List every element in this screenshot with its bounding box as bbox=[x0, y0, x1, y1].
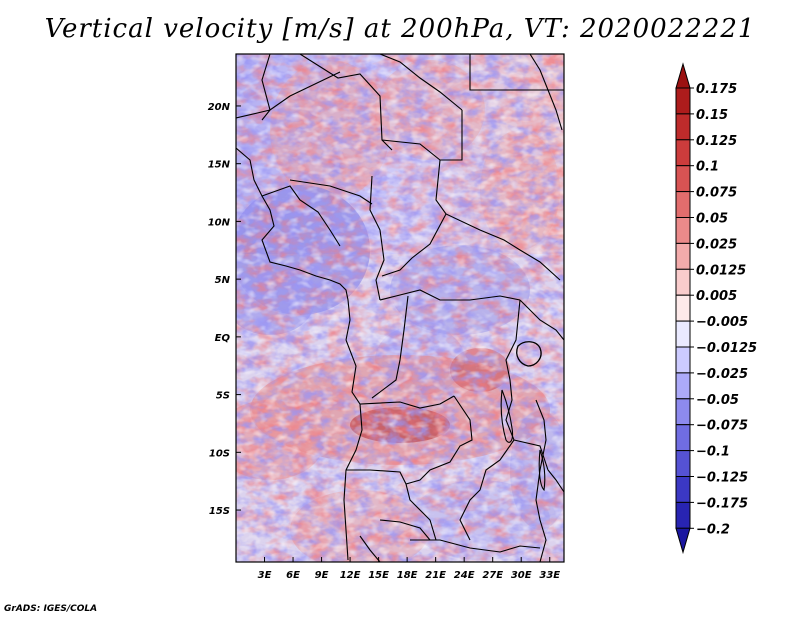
colorbar-swatch bbox=[675, 113, 691, 141]
x-tick-label: 9E bbox=[315, 570, 329, 581]
colorbar-swatch bbox=[675, 398, 691, 426]
colorbar-label: −0.075 bbox=[696, 419, 748, 434]
colorbar-swatch bbox=[675, 139, 691, 167]
colorbar-swatch bbox=[675, 191, 691, 219]
y-tick-label: 15S bbox=[209, 506, 230, 517]
colorbar-label: 0.125 bbox=[696, 134, 737, 149]
x-tick-label: 6E bbox=[286, 570, 300, 581]
colorbar: 0.175 0.15 0.125 0.1 0.075 0.05 0.025 0.0125 0.0… bbox=[675, 62, 757, 555]
vertical-velocity-field bbox=[236, 54, 564, 562]
x-tick-label: 30E bbox=[511, 570, 532, 581]
colorbar-swatch bbox=[675, 294, 691, 322]
y-tick-label: 15N bbox=[208, 160, 231, 171]
y-tick-label: 10N bbox=[208, 217, 231, 228]
colorbar-label: 0.175 bbox=[696, 82, 737, 97]
x-tick-label: 27E bbox=[482, 570, 503, 581]
colorbar-label: 0.075 bbox=[696, 186, 737, 201]
colorbar-swatch bbox=[675, 501, 691, 529]
colorbar-label: 0.0125 bbox=[696, 263, 746, 278]
x-tick-label: 3E bbox=[258, 570, 272, 581]
colorbar-label: 0.005 bbox=[696, 289, 737, 304]
colorbar-label: −0.1 bbox=[696, 445, 730, 460]
colorbar-label: 0.1 bbox=[696, 160, 719, 175]
colorbar-label: 0.15 bbox=[696, 108, 728, 123]
footer-credit: GrADS: IGES/COLA bbox=[4, 604, 98, 614]
colorbar-bottom-arrow bbox=[675, 527, 691, 555]
colorbar-swatch bbox=[675, 346, 691, 374]
colorbar-top-arrow bbox=[675, 62, 691, 89]
colorbar-label: 0.025 bbox=[696, 237, 737, 252]
colorbar-label: −0.025 bbox=[696, 367, 748, 382]
colorbar-swatch bbox=[675, 87, 691, 115]
colorbar-swatch bbox=[675, 268, 691, 296]
y-tick-label: EQ bbox=[215, 333, 231, 344]
colorbar-swatch bbox=[675, 165, 691, 193]
x-tick-label: 18E bbox=[397, 570, 418, 581]
colorbar-label: −0.0125 bbox=[696, 341, 757, 356]
colorbar-label: −0.005 bbox=[696, 315, 748, 330]
x-tick-label: 24E bbox=[454, 570, 475, 581]
colorbar-swatch bbox=[675, 372, 691, 400]
colorbar-swatch bbox=[675, 242, 691, 270]
x-tick-label: 12E bbox=[340, 570, 361, 581]
colorbar-label: −0.125 bbox=[696, 471, 748, 486]
country-borders bbox=[236, 54, 564, 562]
y-tick-label: 5N bbox=[215, 275, 231, 286]
x-tick-label: 21E bbox=[425, 570, 446, 581]
colorbar-swatch bbox=[675, 424, 691, 452]
plot-frame bbox=[235, 53, 565, 563]
colorbar-label: −0.2 bbox=[696, 522, 730, 537]
y-tick-label: 20N bbox=[208, 102, 231, 113]
x-tick-label: 33E bbox=[539, 570, 560, 581]
chart-title: Vertical velocity [m/s] at 200hPa, VT: 2… bbox=[44, 14, 756, 44]
colorbar-label: −0.175 bbox=[696, 496, 748, 511]
y-tick-label: 10S bbox=[209, 448, 230, 459]
colorbar-swatch bbox=[675, 476, 691, 503]
colorbar-label: −0.05 bbox=[696, 393, 739, 408]
x-tick-label: 15E bbox=[368, 570, 389, 581]
y-tick-label: 5S bbox=[216, 391, 230, 402]
colorbar-swatch bbox=[675, 320, 691, 348]
colorbar-label: 0.05 bbox=[696, 212, 728, 227]
colorbar-swatch bbox=[675, 217, 691, 244]
colorbar-swatch bbox=[675, 450, 691, 478]
axis-ticks: 3E 6E 9E 12E 15E 18E 21E 24E 27E 30E 33E 20N 15N 10N 5… bbox=[208, 102, 561, 581]
